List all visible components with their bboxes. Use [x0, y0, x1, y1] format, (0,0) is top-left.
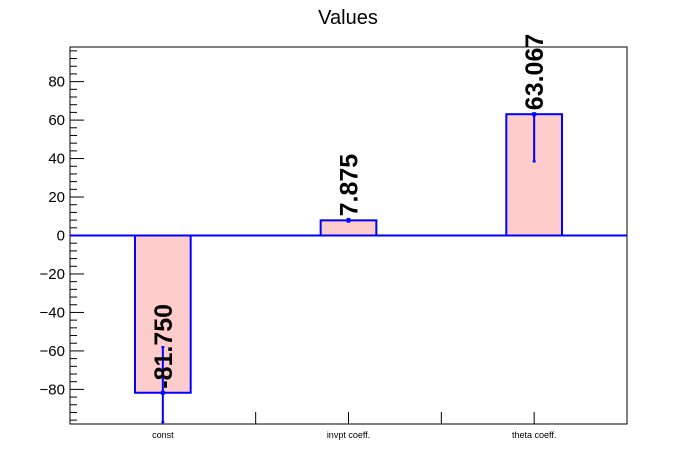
data-label: -81.750 [150, 304, 178, 389]
data-label: 63.067 [521, 34, 549, 110]
value-marker [346, 218, 351, 223]
bars [133, 113, 564, 394]
x-axis: const invpt coeff. theta coeff. [152, 412, 556, 440]
chart-title: Values [318, 7, 378, 29]
y-tick-label: −20 [40, 266, 65, 283]
x-tick-label: const [152, 430, 174, 440]
y-tick-label: −40 [40, 304, 65, 321]
data-labels: -81.750 7.875 63.067 [150, 34, 549, 389]
y-tick-label: −80 [40, 381, 65, 398]
error-bars [160, 112, 537, 424]
y-tick-label: 20 [48, 189, 65, 206]
y-tick-label: 80 [48, 74, 65, 91]
y-tick-label: 0 [57, 228, 65, 245]
y-tick-label: 40 [48, 151, 65, 168]
y-tick-label: −60 [40, 343, 65, 360]
value-marker [532, 112, 537, 117]
value-marker [160, 390, 165, 395]
y-tick-label: 60 [48, 112, 65, 129]
data-label: 7.875 [336, 154, 364, 217]
x-tick-label: invpt coeff. [327, 430, 370, 440]
x-tick-label: theta coeff. [512, 430, 556, 440]
